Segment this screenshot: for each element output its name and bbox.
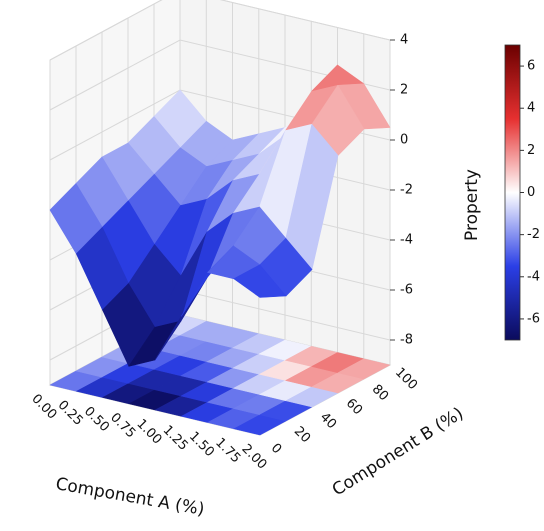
y-tick-label: 80 xyxy=(369,382,391,404)
floor-contour-cell xyxy=(337,358,391,380)
y-tick-label: 0 xyxy=(268,441,284,457)
x-tick-label: 2.00 xyxy=(238,441,269,472)
y-tick-label: 60 xyxy=(343,396,365,418)
z-tick-label: -8 xyxy=(400,333,413,348)
grid-line xyxy=(49,39,391,111)
colorbar-tick-label: 4 xyxy=(527,101,535,116)
colorbar-tick-label: 2 xyxy=(527,143,535,158)
grid-line xyxy=(49,0,391,61)
y-tick-label: 20 xyxy=(291,424,313,446)
y-tick-label: 100 xyxy=(392,365,420,393)
x-axis-label: Component A (%) xyxy=(54,474,206,520)
z-tick-label: -4 xyxy=(400,233,413,248)
colorbar-tick-label: 0 xyxy=(527,185,535,200)
z-axis-label: Property xyxy=(462,169,482,241)
colorbar-tick-label: -6 xyxy=(527,311,540,326)
y-axis-label: Component B (%) xyxy=(329,404,467,501)
colorbar-tick-label: -2 xyxy=(527,227,540,242)
colorbar xyxy=(504,44,521,341)
z-tick-label: 0 xyxy=(400,133,408,148)
z-tick-label: -2 xyxy=(400,183,413,198)
colorbar-tick-label: 6 xyxy=(527,59,535,74)
z-tick-label: 2 xyxy=(400,83,408,98)
colorbar-tick-label: -4 xyxy=(527,269,540,284)
surface-cell xyxy=(233,264,287,298)
y-tick-label: 40 xyxy=(317,410,339,432)
z-tick-label: -6 xyxy=(400,283,413,298)
z-tick-label: 4 xyxy=(400,33,408,48)
